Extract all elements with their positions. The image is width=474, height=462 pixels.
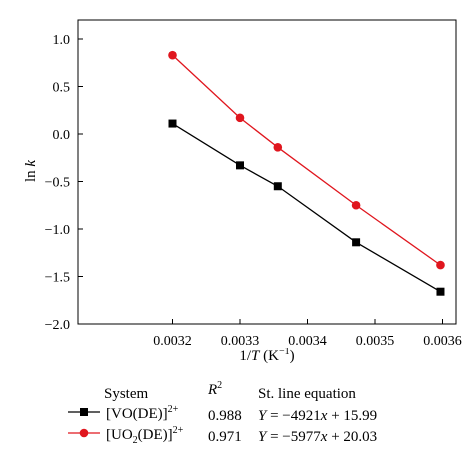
x-axis-title: 1/T (K−1) [239,348,295,364]
y-tick-label: 1.0 [53,33,71,48]
y-axis: 1.0 0.5 0.0 −0.5 −1.0 −1.5 −2.0 [45,33,83,333]
x-tick-label: 0.0035 [356,334,395,349]
data-point-0-0 [168,119,177,128]
data-point-0-2 [273,182,282,191]
x-tick-label: 0.0033 [221,334,260,349]
x-axis: 0.0032 0.0033 0.0034 0.0035 0.0036 [153,319,462,349]
data-point-1-1 [235,113,245,123]
data-point-0-4 [436,287,445,296]
y-tick-label: −1.5 [45,271,70,286]
data-point-1-4 [436,260,445,270]
data-point-1-3 [351,200,361,210]
x-tick-label: 0.0036 [423,334,462,349]
series-line-0 [172,122,441,293]
data-point-1-2 [273,143,283,152]
y-axis-title: ln k [23,160,39,182]
data-point-0-1 [236,161,244,170]
x-tick-label: 0.0034 [288,334,327,349]
y-tick-label: 0.5 [53,81,71,96]
x-tick-label: 0.0032 [153,334,192,349]
y-tick-label: −1.0 [45,223,70,238]
series-layer [168,50,445,296]
data-point-1-0 [168,50,177,60]
y-tick-label: −0.5 [45,176,70,191]
series-line-1 [172,54,441,266]
data-point-0-3 [352,238,361,247]
plot-frame [77,19,457,325]
y-tick-label: 0.0 [53,128,71,143]
y-tick-label: −2.0 [45,318,70,333]
